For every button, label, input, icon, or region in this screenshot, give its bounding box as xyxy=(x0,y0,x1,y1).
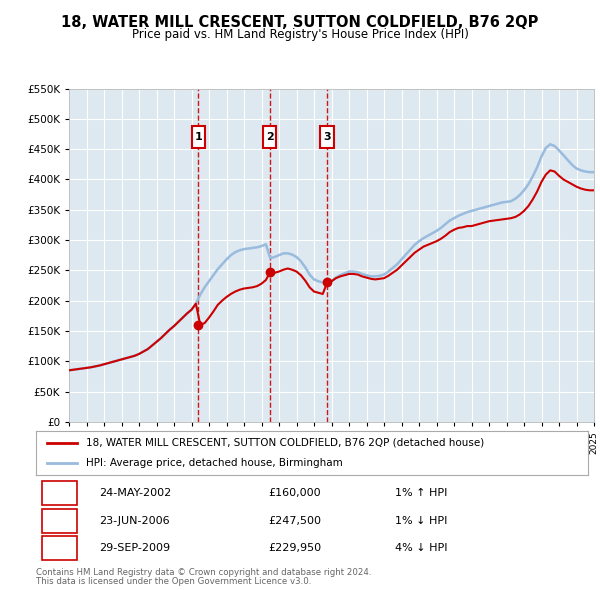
Text: 2: 2 xyxy=(55,514,64,527)
Text: 29-SEP-2009: 29-SEP-2009 xyxy=(100,543,170,553)
FancyBboxPatch shape xyxy=(263,126,277,148)
Text: Contains HM Land Registry data © Crown copyright and database right 2024.: Contains HM Land Registry data © Crown c… xyxy=(36,568,371,576)
FancyBboxPatch shape xyxy=(320,126,334,148)
Text: 3: 3 xyxy=(55,542,64,555)
FancyBboxPatch shape xyxy=(41,509,77,533)
Text: £160,000: £160,000 xyxy=(268,489,320,499)
Text: 24-MAY-2002: 24-MAY-2002 xyxy=(100,489,172,499)
Text: 3: 3 xyxy=(323,132,331,142)
Text: Price paid vs. HM Land Registry's House Price Index (HPI): Price paid vs. HM Land Registry's House … xyxy=(131,28,469,41)
Text: 1: 1 xyxy=(194,132,202,142)
Text: 1% ↓ HPI: 1% ↓ HPI xyxy=(395,516,447,526)
Text: This data is licensed under the Open Government Licence v3.0.: This data is licensed under the Open Gov… xyxy=(36,577,311,586)
FancyBboxPatch shape xyxy=(191,126,205,148)
FancyBboxPatch shape xyxy=(41,481,77,505)
Text: 18, WATER MILL CRESCENT, SUTTON COLDFIELD, B76 2QP (detached house): 18, WATER MILL CRESCENT, SUTTON COLDFIEL… xyxy=(86,438,484,448)
FancyBboxPatch shape xyxy=(41,536,77,560)
Text: 18, WATER MILL CRESCENT, SUTTON COLDFIELD, B76 2QP: 18, WATER MILL CRESCENT, SUTTON COLDFIEL… xyxy=(61,15,539,30)
Text: 1: 1 xyxy=(55,487,64,500)
Text: 1% ↑ HPI: 1% ↑ HPI xyxy=(395,489,447,499)
Text: 23-JUN-2006: 23-JUN-2006 xyxy=(100,516,170,526)
Text: 2: 2 xyxy=(266,132,274,142)
Text: HPI: Average price, detached house, Birmingham: HPI: Average price, detached house, Birm… xyxy=(86,458,343,468)
Text: 4% ↓ HPI: 4% ↓ HPI xyxy=(395,543,448,553)
Text: £229,950: £229,950 xyxy=(268,543,321,553)
Text: £247,500: £247,500 xyxy=(268,516,321,526)
